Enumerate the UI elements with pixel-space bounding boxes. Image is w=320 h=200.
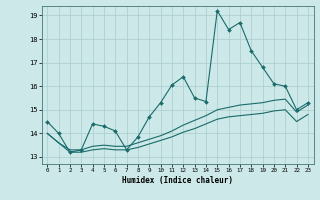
X-axis label: Humidex (Indice chaleur): Humidex (Indice chaleur) [122, 176, 233, 185]
